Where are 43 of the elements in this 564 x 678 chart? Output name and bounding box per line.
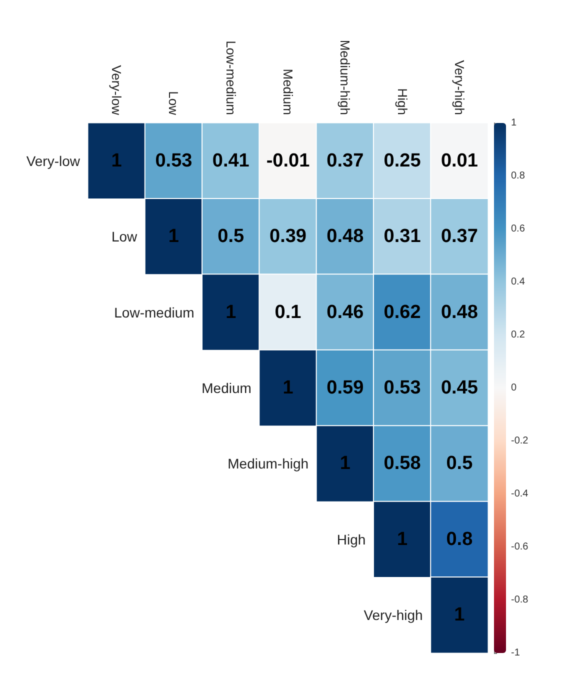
data-label: 0.41 [212,150,250,172]
data-label: 0.01 [440,150,478,172]
color-bar-label: -1 [511,648,520,658]
data-label: 1 [282,378,294,398]
color-bar-label: 0.2 [511,330,526,340]
data-label: 0.62 [384,302,421,323]
color-bar-label: -0.4 [511,488,529,500]
x-tick-label: Medium [280,68,296,115]
data-label: 1 [340,453,351,474]
data-label: 0.8 [446,528,473,550]
color-bar-label: 1 [511,118,517,128]
data-label: 1 [454,604,466,626]
data-label: 0.37 [326,150,364,172]
data-label: 0.45 [440,378,478,398]
x-tick-label: High [394,88,410,115]
x-tick-label: Very-high [452,60,467,115]
data-label: -0.01 [266,150,310,172]
data-label: 0.31 [384,226,422,248]
data-label: 0.5 [218,226,244,248]
data-label: 0.53 [384,378,421,398]
color-bar-label: -0.2 [511,436,529,446]
color-bar-label: 0.6 [511,224,526,234]
data-label: 1 [396,528,408,550]
data-label: 0.48 [440,302,478,323]
data-label: 0.59 [326,378,364,398]
data-label: 0.5 [446,453,474,474]
data-label: 0.39 [270,226,306,248]
color-bar-label: -0.8 [511,594,529,606]
data-label: 0.37 [440,226,478,248]
data-label: 0.1 [274,302,302,323]
color-bar-label: 0 [511,382,517,394]
color-bar-label: -0.6 [511,542,529,552]
color-bar-label: 0.4 [511,276,526,288]
data-label: 0.46 [326,302,364,323]
data-label: 0.58 [384,453,421,474]
data-label: 1 [226,302,237,323]
color-bar-label: 0.8 [511,170,526,182]
data-label: 1 [111,150,122,172]
data-label: 0.25 [384,150,422,172]
data-label: 1 [168,226,180,248]
data-label: 0.48 [326,226,364,248]
data-label: 0.53 [155,150,192,172]
x-tick-label: Low [166,91,182,116]
